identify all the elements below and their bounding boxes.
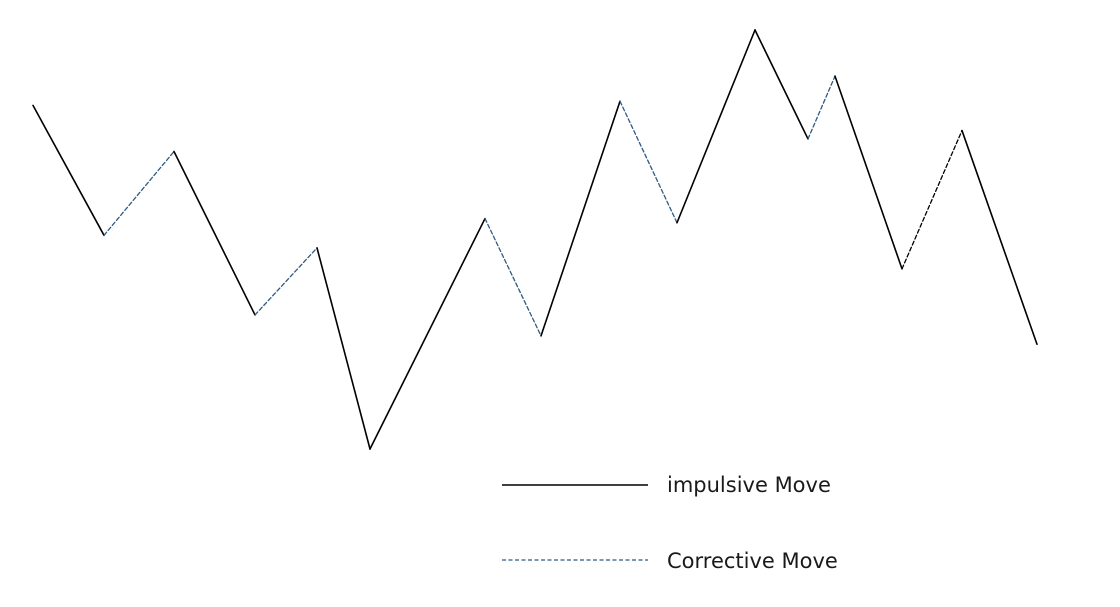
wave-segment-impulsive bbox=[676, 29, 756, 224]
legend-item-corrective: Corrective Move bbox=[502, 549, 838, 573]
legend-label-impulsive: impulsive Move bbox=[667, 473, 831, 497]
wave-segment-impulsive bbox=[173, 150, 256, 316]
wave-segment-impulsive bbox=[32, 104, 105, 237]
legend: impulsive Move Corrective Move bbox=[502, 473, 838, 573]
wave-segment-corrective bbox=[619, 100, 678, 224]
wave-segment-impulsive bbox=[316, 247, 371, 450]
wave-segment-corrective bbox=[103, 150, 175, 236]
wave-segment-impulsive bbox=[754, 29, 809, 140]
wave-segment-corrective bbox=[807, 75, 836, 140]
wave-segment-impulsive bbox=[961, 129, 1038, 346]
wave-segment-impulsive bbox=[834, 75, 903, 270]
wave-segment-corrective bbox=[254, 247, 318, 316]
legend-label-corrective: Corrective Move bbox=[667, 549, 838, 573]
wave-path bbox=[32, 29, 1038, 450]
legend-item-impulsive: impulsive Move bbox=[502, 473, 831, 497]
wave-segment-corrective bbox=[484, 217, 542, 337]
wave-segment-corrective bbox=[901, 129, 963, 270]
wave-segment-impulsive bbox=[540, 100, 621, 337]
wave-segment-impulsive bbox=[369, 217, 486, 450]
